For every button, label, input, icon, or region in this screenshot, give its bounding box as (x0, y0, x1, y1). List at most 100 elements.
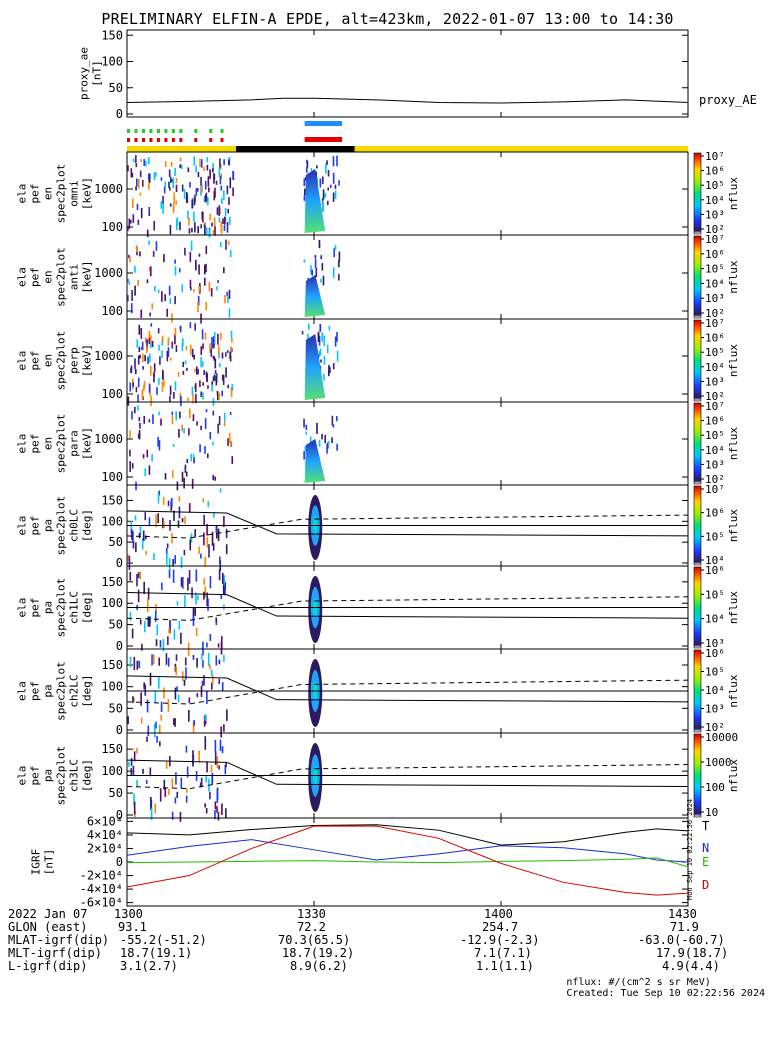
flux-pixel (230, 387, 233, 398)
flux-pixel (148, 240, 150, 245)
flux-pixel (228, 308, 231, 318)
y-tick-label: 100 (101, 596, 123, 610)
colorbar-tick-label: 10⁶ (705, 507, 725, 520)
flux-pixel (139, 571, 142, 580)
flux-pixel (232, 170, 234, 179)
burst-marker-red (304, 137, 343, 142)
axis-label-line: spec2plot (55, 578, 68, 638)
flux-pixel (179, 411, 181, 419)
flux-pixel (130, 303, 133, 314)
flux-pixel (154, 285, 156, 292)
flux-pixel (169, 357, 172, 361)
flux-pixel (231, 337, 233, 343)
orbit-row-mlt: MLT-igrf(dip) 18.7(19.1) 18.7(19.2) 7.1(… (8, 947, 768, 960)
flux-pixel (232, 187, 234, 196)
flux-pixel (204, 277, 206, 286)
flux-pixel (133, 656, 136, 671)
igrf-ylabel: IGRF [nT] (30, 849, 56, 876)
burst-flux (304, 275, 326, 317)
loss-cone-line (126, 675, 689, 703)
flux-pixel (141, 643, 143, 651)
flux-pixel (171, 341, 174, 349)
flux-pixel (220, 332, 222, 340)
colorbar-tick-label: 10⁷ (705, 483, 725, 496)
flux-pixel (190, 453, 193, 462)
flux-pixel (148, 337, 151, 344)
flux-pixel (162, 496, 165, 505)
flux-pixel (228, 160, 230, 166)
flux-pixel (209, 169, 211, 179)
flux-pixel (327, 370, 330, 377)
flux-pixel (328, 365, 330, 372)
orbit-value: 93.1 (118, 920, 147, 934)
flux-pixel (131, 463, 134, 469)
flux-pixel (192, 393, 194, 404)
colorbar-label: nflux (727, 427, 740, 460)
flux-pixel (203, 369, 206, 376)
flux-pixel (140, 328, 143, 339)
flux-pixel (231, 456, 234, 465)
flux-pixel (195, 259, 197, 271)
axis-label-line: proxy_ae (78, 47, 91, 100)
flux-pixel (331, 415, 334, 426)
flux-pixel (131, 529, 133, 540)
flux-pixel (135, 481, 137, 491)
flux-pixel (218, 765, 220, 770)
flux-pixel (171, 313, 173, 323)
flux-pixel (184, 247, 186, 256)
flux-pixel (191, 348, 194, 358)
flux-pixel (174, 381, 177, 391)
flux-pixel (200, 224, 203, 229)
flux-pixel (188, 408, 191, 419)
panel-frame-para (126, 401, 689, 486)
flux-pixel (184, 595, 186, 608)
flux-pixel (127, 278, 129, 283)
y-tick-label: 150 (101, 742, 123, 756)
flux-pixel (336, 155, 338, 167)
flux-pixel (318, 335, 321, 346)
flux-pixel (318, 243, 321, 247)
para-ylabel: ela pef en spec2plot para [keV] (16, 414, 94, 474)
flux-pixel (177, 694, 180, 703)
flux-pixel (180, 577, 183, 587)
colorbar-label: nflux (727, 759, 740, 792)
flux-pixel (202, 382, 204, 386)
y-tick-label: 150 (101, 494, 123, 508)
burst-marker-blue (304, 121, 343, 126)
flux-pixel (334, 336, 337, 347)
ch0LC-spectrogram (126, 488, 689, 572)
flux-pixel (161, 291, 163, 302)
flux-pixel (230, 440, 232, 446)
flux-pixel (212, 474, 215, 481)
flux-pixel (196, 421, 198, 426)
y-tick-label: 100 (101, 304, 123, 318)
flux-pixel (219, 362, 221, 368)
flux-pixel (162, 203, 164, 214)
flux-pixel (228, 432, 231, 444)
flux-pixel (181, 471, 184, 482)
flux-pixel (304, 176, 307, 181)
flux-pixel (210, 682, 213, 690)
flux-pixel (203, 578, 205, 585)
flux-pixel (304, 188, 306, 196)
flux-pixel (197, 295, 200, 306)
flux-pixel (149, 353, 151, 363)
orbit-value: 71.9 (670, 920, 699, 934)
flux-pixel (165, 553, 168, 565)
flux-pixel (210, 288, 213, 297)
flux-pixel (213, 217, 216, 227)
flux-pixel (160, 201, 163, 209)
flux-pixel (316, 165, 318, 169)
flux-pixel (213, 190, 216, 201)
flux-pixel (202, 498, 205, 503)
spin-marker-red (220, 138, 224, 142)
flux-pixel (192, 759, 194, 767)
flux-pixel (195, 366, 198, 375)
flux-pixel (204, 714, 206, 721)
colorbar-perp (693, 319, 702, 402)
flux-pixel (224, 764, 227, 775)
flux-pixel (221, 572, 224, 584)
flux-pixel (216, 286, 218, 291)
flux-pixel (128, 218, 131, 229)
flux-pixel (151, 454, 153, 462)
